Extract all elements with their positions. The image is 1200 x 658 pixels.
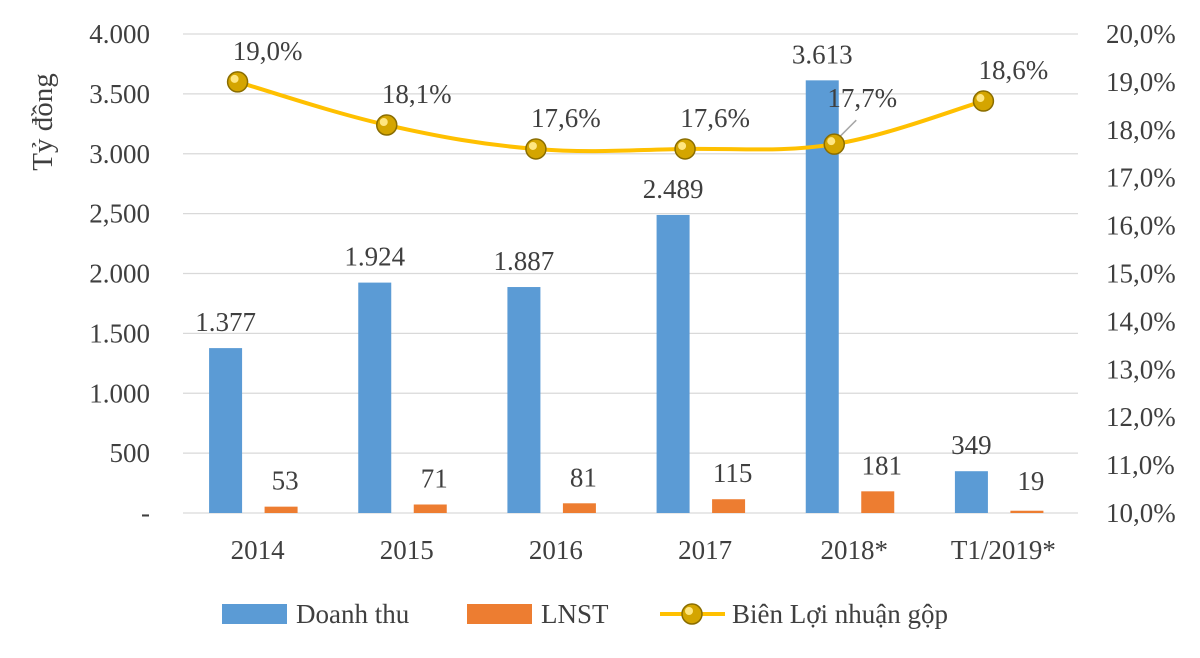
- y2-tick-label: 16,0%: [1106, 211, 1176, 241]
- y-tick-label: -: [141, 498, 150, 528]
- y2-tick-label: 17,0%: [1106, 163, 1176, 193]
- data-labels: 1.377 53 1.924 71 1.887 81 2.489 115 3.613 181 349…: [195, 36, 1048, 496]
- margin-line: [226, 71, 995, 160]
- margin-data-label: 17,6%: [680, 103, 750, 133]
- legend-label-margin: Biên Lợi nhuận gộp: [732, 599, 948, 629]
- x-tick-label: T1/2019*: [951, 535, 1056, 565]
- legend-label-lnst: LNST: [541, 599, 609, 629]
- margin-marker: [376, 114, 398, 136]
- lnst-bar: [413, 504, 447, 513]
- lnst-bar: [1010, 510, 1044, 513]
- left-axis: - 500 1.000 1.500 2.000 2,500 3.000 3.500 4.000: [89, 19, 150, 528]
- margin-data-label: 17,6%: [531, 103, 601, 133]
- y2-tick-label: 19,0%: [1106, 67, 1176, 97]
- bars: [209, 80, 1044, 513]
- revenue-data-label: 1.887: [494, 246, 555, 276]
- margin-line-path: [237, 79, 984, 154]
- leader-line: [839, 119, 857, 137]
- legend-swatch-revenue: [222, 604, 287, 624]
- gridlines: [183, 33, 1078, 514]
- revenue-bar: [507, 287, 541, 513]
- margin-marker-highlight: [379, 118, 388, 127]
- revenue-bar: [358, 282, 392, 513]
- lnst-data-label: 71: [421, 463, 448, 493]
- legend-swatch-margin-highlight: [685, 607, 693, 615]
- lnst-data-label: 115: [713, 458, 753, 488]
- margin-data-label: 18,1%: [382, 79, 452, 109]
- margin-marker-highlight: [230, 74, 239, 83]
- y-tick-label: 500: [110, 438, 151, 468]
- y2-tick-label: 15,0%: [1106, 259, 1176, 289]
- lnst-data-label: 53: [272, 466, 299, 496]
- revenue-bar: [656, 214, 690, 513]
- revenue-data-label: 3.613: [792, 39, 853, 69]
- legend: Doanh thu LNST Biên Lợi nhuận gộp: [222, 599, 948, 629]
- y2-tick-label: 18,0%: [1106, 115, 1176, 145]
- y2-tick-label: 20,0%: [1106, 19, 1176, 49]
- y2-tick-label: 14,0%: [1106, 306, 1176, 336]
- lnst-bar: [562, 503, 596, 513]
- lnst-data-label: 81: [570, 462, 597, 492]
- y-tick-label: 1.500: [89, 318, 150, 348]
- x-tick-label: 2016: [529, 535, 583, 565]
- x-tick-label: 2017: [678, 535, 732, 565]
- margin-data-label: 19,0%: [233, 36, 303, 66]
- y-tick-label: 2.000: [89, 259, 150, 289]
- legend-label-revenue: Doanh thu: [296, 599, 410, 629]
- x-tick-label: 2015: [380, 535, 434, 565]
- lnst-bar: [861, 491, 895, 513]
- y-tick-label: 2,500: [89, 199, 150, 229]
- y2-tick-label: 13,0%: [1106, 354, 1176, 384]
- y-axis-title: Tỷ đồng: [27, 73, 59, 170]
- margin-marker: [823, 133, 845, 155]
- margin-marker: [525, 138, 547, 160]
- x-tick-label: 2018*: [821, 535, 889, 565]
- margin-marker-highlight: [827, 137, 836, 146]
- margin-marker-highlight: [678, 141, 687, 150]
- lnst-data-label: 19: [1017, 466, 1044, 496]
- margin-marker: [674, 138, 696, 160]
- y-tick-label: 3.000: [89, 139, 150, 169]
- revenue-data-label: 2.489: [643, 174, 704, 204]
- y-tick-label: 4.000: [89, 19, 150, 49]
- legend-swatch-lnst: [467, 604, 532, 624]
- margin-data-label: 18,6%: [979, 55, 1049, 85]
- revenue-bar: [209, 348, 243, 513]
- margin-marker-highlight: [976, 94, 985, 103]
- y-tick-label: 3.500: [89, 79, 150, 109]
- x-axis: 2014 2015 2016 2017 2018* T1/2019*: [231, 535, 1056, 565]
- margin-data-label: 17,7%: [827, 83, 897, 113]
- y2-tick-label: 11,0%: [1106, 450, 1175, 480]
- lnst-data-label: 181: [862, 450, 903, 480]
- lnst-bar: [264, 506, 298, 513]
- margin-marker-highlight: [528, 141, 537, 150]
- lnst-bar: [712, 499, 746, 513]
- right-axis: 10,0% 11,0% 12,0% 13,0% 14,0% 15,0% 16,0% 17,0%…: [1106, 19, 1176, 528]
- y-tick-label: 1.000: [89, 378, 150, 408]
- revenue-data-label: 1.924: [344, 242, 405, 272]
- y2-tick-label: 12,0%: [1106, 402, 1176, 432]
- legend-swatch-margin-marker: [681, 603, 703, 625]
- revenue-data-label: 349: [951, 430, 992, 460]
- x-tick-label: 2014: [231, 535, 286, 565]
- revenue-data-label: 1.377: [195, 307, 256, 337]
- margin-marker: [226, 71, 249, 93]
- y2-tick-label: 10,0%: [1106, 498, 1176, 528]
- revenue-bar: [954, 471, 988, 513]
- margin-marker: [972, 90, 995, 112]
